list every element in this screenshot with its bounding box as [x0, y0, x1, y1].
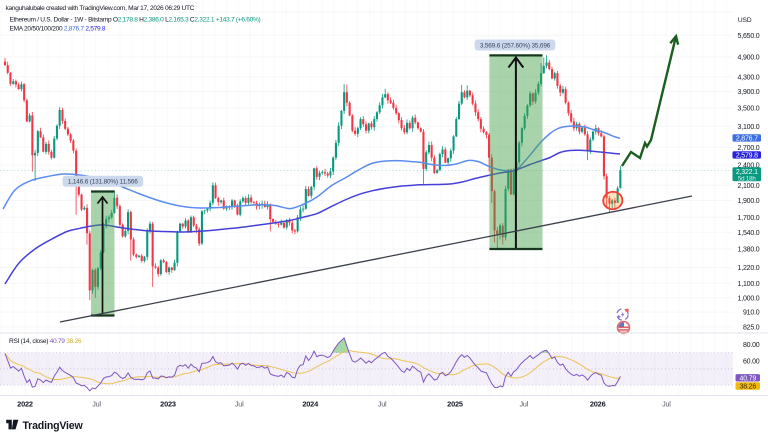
svg-text:1,900.0: 1,900.0 — [738, 198, 760, 205]
svg-text:1,220.0: 1,220.0 — [738, 265, 760, 272]
svg-text:EMA 20/50/100/200 2,876.7 2,57: EMA 20/50/100/200 2,876.7 2,579.8 — [10, 26, 106, 33]
svg-text:2023: 2023 — [160, 400, 176, 409]
svg-text:TradingView: TradingView — [23, 420, 84, 432]
svg-text:2025: 2025 — [447, 400, 463, 409]
svg-text:2,400.0: 2,400.0 — [738, 163, 760, 170]
svg-text:3,100.0: 3,100.0 — [738, 124, 760, 131]
svg-text:5d 18h: 5d 18h — [738, 175, 756, 182]
svg-text:2026: 2026 — [590, 400, 606, 409]
svg-text:1,700.0: 1,700.0 — [738, 215, 760, 222]
svg-text:60.00: 60.00 — [743, 358, 760, 365]
svg-text:Jul: Jul — [92, 400, 101, 409]
svg-text:kanguhalubale created with Tra: kanguhalubale created with TradingView.c… — [6, 5, 195, 12]
svg-text:5,650.0: 5,650.0 — [738, 33, 760, 40]
svg-text:3,900.0: 3,900.0 — [738, 89, 760, 96]
svg-text:1,100.0: 1,100.0 — [738, 281, 760, 288]
svg-text:4,300.0: 4,300.0 — [738, 74, 760, 81]
svg-text:3,569.6 (257.60%) 35,696: 3,569.6 (257.60%) 35,696 — [480, 42, 551, 49]
svg-text:Jul: Jul — [662, 400, 671, 409]
svg-text:Jul: Jul — [520, 400, 529, 409]
svg-text:1,380.0: 1,380.0 — [738, 247, 760, 254]
svg-text:80.00: 80.00 — [743, 342, 760, 349]
svg-text:2024: 2024 — [302, 400, 319, 409]
svg-text:2022: 2022 — [17, 400, 33, 409]
svg-text:USD: USD — [738, 17, 752, 24]
svg-text:1,146.6 (131.80%) 11,566: 1,146.6 (131.80%) 11,566 — [68, 179, 138, 186]
svg-text:Ethereum / U.S. Dollar - 1W -: Ethereum / U.S. Dollar - 1W - Bitstamp O… — [10, 17, 261, 24]
svg-text:4,900.0: 4,900.0 — [738, 55, 760, 62]
svg-text:2,579.8: 2,579.8 — [736, 153, 758, 160]
svg-text:2,876.7: 2,876.7 — [736, 136, 758, 143]
svg-text:1,000.0: 1,000.0 — [738, 295, 760, 302]
svg-text:2,700.0: 2,700.0 — [738, 145, 760, 152]
svg-text:2,100.0: 2,100.0 — [738, 183, 760, 190]
svg-text:Jul: Jul — [378, 400, 387, 409]
svg-text:RSI (14, close) 40.79 38.26: RSI (14, close) 40.79 38.26 — [9, 338, 82, 345]
svg-text:Jul: Jul — [235, 400, 244, 409]
svg-text:2,322.1: 2,322.1 — [736, 169, 758, 176]
svg-text:825.0: 825.0 — [743, 325, 760, 332]
svg-text:40.79: 40.79 — [740, 375, 757, 382]
svg-text:38.26: 38.26 — [740, 384, 757, 391]
svg-text:1,540.0: 1,540.0 — [738, 230, 760, 237]
svg-text:3,500.0: 3,500.0 — [738, 106, 760, 113]
svg-text:910.0: 910.0 — [743, 310, 760, 317]
